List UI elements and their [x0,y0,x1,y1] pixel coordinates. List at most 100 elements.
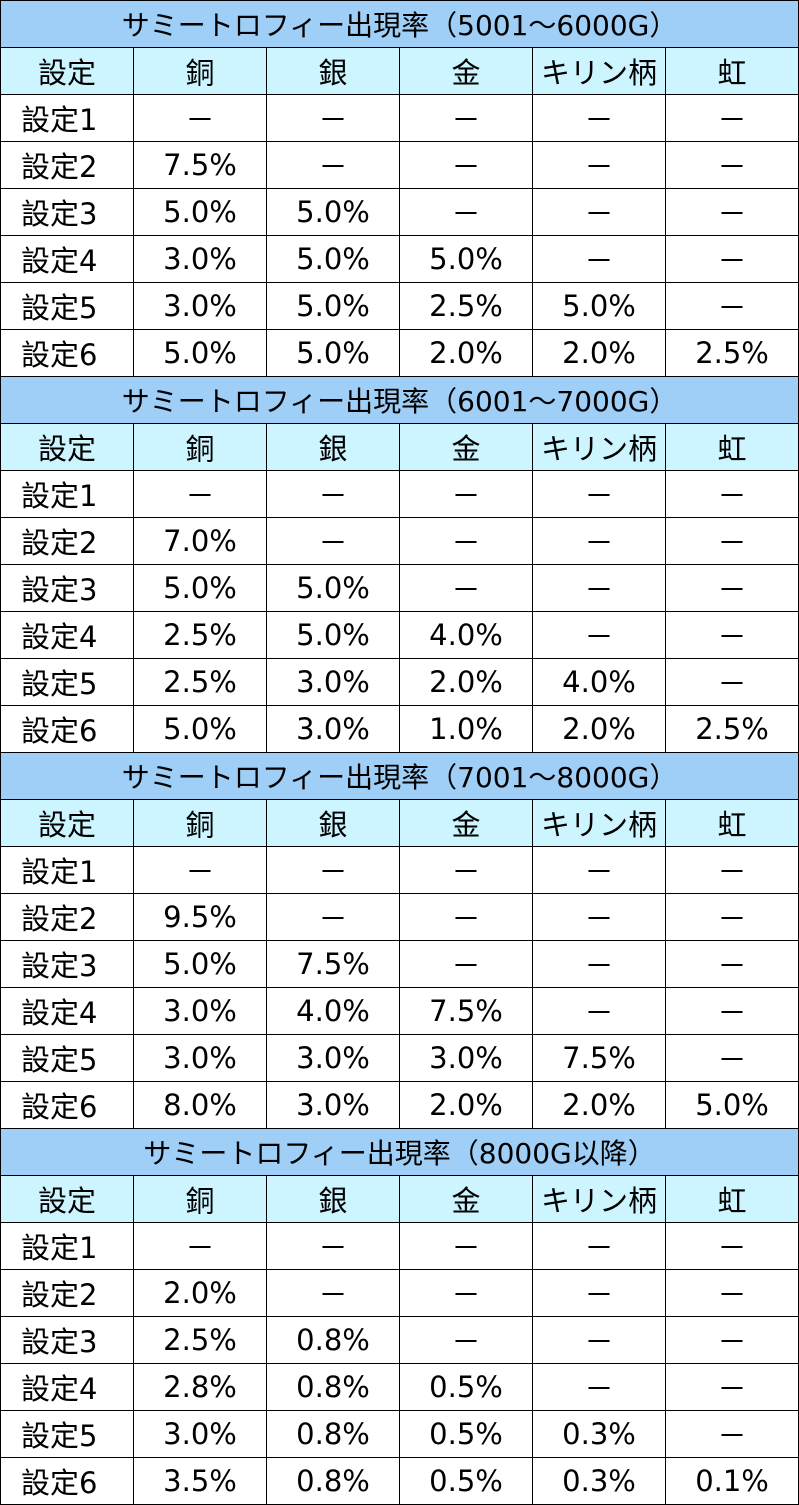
table-row: 設定6 5.0% 5.0% 2.0% 2.0% 2.5% [0,329,799,377]
column-header: 銀 [266,799,400,847]
table-cell: － [664,846,799,894]
table-cell: 3.0% [266,1081,400,1129]
table-row: 設定6 5.0% 3.0% 1.0% 2.0% 2.5% [0,705,799,753]
header-row: 設定銅銀金キリン柄虹 [0,47,799,95]
table-cell: － [266,846,400,894]
table-row: 設定4 3.0% 4.0% 7.5% －－ [0,987,799,1035]
row-label: 設定2 [0,893,134,941]
table-cell: 5.0% [399,235,533,283]
table-cell: － [532,1269,666,1317]
table-cell: － [399,940,533,988]
table-cell: － [399,141,533,189]
table-row: 設定4 2.5% 5.0% 4.0% －－ [0,611,799,659]
table-cell: － [664,188,799,236]
table-cell: － [664,282,799,330]
table-cell: － [532,940,666,988]
section-title-row: サミートロフィー出現率（7001～8000G） [0,752,799,800]
table-cell: － [532,1316,666,1364]
column-header: 設定 [0,47,134,95]
row-label: 設定6 [0,1081,134,1129]
column-header: 金 [399,799,533,847]
table-cell: 5.0% [266,235,400,283]
table-cell: 2.0% [532,329,666,377]
table-cell: 2.0% [399,1081,533,1129]
table-cell: － [133,94,267,142]
table-cell: － [399,893,533,941]
section-title-row: サミートロフィー出現率（6001～7000G） [0,376,799,424]
column-header: キリン柄 [532,47,666,95]
table-row: 設定1 －－－－－ [0,470,799,518]
table-cell: 0.3% [532,1457,666,1505]
table-cell: 7.0% [133,517,267,565]
table-cell: － [664,893,799,941]
table-cell: － [532,846,666,894]
table-cell: 2.0% [133,1269,267,1317]
table-cell: 0.8% [266,1316,400,1364]
row-label: 設定3 [0,940,134,988]
table-cell: 5.0% [266,282,400,330]
table-cell: － [664,1410,799,1458]
table-cell: － [399,564,533,612]
table-cell: 3.0% [399,1034,533,1082]
table-cell: 0.5% [399,1363,533,1411]
table-cell: 4.0% [532,658,666,706]
row-label: 設定6 [0,705,134,753]
table-cell: 3.0% [266,658,400,706]
table-cell: － [664,470,799,518]
table-cell: 5.0% [133,188,267,236]
row-label: 設定1 [0,470,134,518]
table-row: 設定6 8.0% 3.0% 2.0% 2.0% 5.0% [0,1081,799,1129]
table-cell: － [664,564,799,612]
table-cell: － [399,1269,533,1317]
table-row: 設定1 －－－－－ [0,1222,799,1270]
table-cell: 0.5% [399,1410,533,1458]
table-row: 設定5 3.0% 0.8% 0.5% 0.3% － [0,1410,799,1458]
column-header: 銅 [133,423,267,471]
column-header: 虹 [664,799,799,847]
column-header: 設定 [0,1175,134,1223]
table-cell: 2.5% [664,705,799,753]
table-cell: 8.0% [133,1081,267,1129]
table-row: 設定6 3.5% 0.8% 0.5% 0.3% 0.1% [0,1457,799,1505]
table-cell: 2.8% [133,1363,267,1411]
table-cell: 3.0% [133,1410,267,1458]
table-cell: 9.5% [133,893,267,941]
column-header: 銀 [266,47,400,95]
table-cell: － [399,517,533,565]
table-cell: － [133,846,267,894]
table-cell: － [266,893,400,941]
column-header: 設定 [0,799,134,847]
table-cell: 5.0% [266,611,400,659]
row-label: 設定2 [0,1269,134,1317]
table-cell: 3.0% [133,235,267,283]
table-cell: 7.5% [133,141,267,189]
table-cell: 3.0% [266,705,400,753]
section-title: サミートロフィー出現率（8000G以降） [0,1128,799,1176]
table-cell: － [532,611,666,659]
table-cell: － [133,1222,267,1270]
row-label: 設定1 [0,1222,134,1270]
table-cell: － [664,940,799,988]
table-cell: 5.0% [266,188,400,236]
column-header: キリン柄 [532,423,666,471]
table-cell: － [532,141,666,189]
row-label: 設定2 [0,141,134,189]
column-header: 金 [399,423,533,471]
column-header: 虹 [664,47,799,95]
header-row: 設定銅銀金キリン柄虹 [0,423,799,471]
table-cell: － [266,94,400,142]
row-label: 設定3 [0,1316,134,1364]
column-header: キリン柄 [532,1175,666,1223]
row-label: 設定6 [0,1457,134,1505]
row-label: 設定4 [0,611,134,659]
table-cell: － [532,94,666,142]
table-row: 設定2 2.0% －－－－ [0,1269,799,1317]
table-cell: 0.8% [266,1457,400,1505]
table-cell: － [266,517,400,565]
table-cell: － [664,235,799,283]
column-header: 設定 [0,423,134,471]
column-header: 銅 [133,799,267,847]
table-row: 設定3 5.0% 7.5% －－－ [0,940,799,988]
column-header: 銅 [133,47,267,95]
